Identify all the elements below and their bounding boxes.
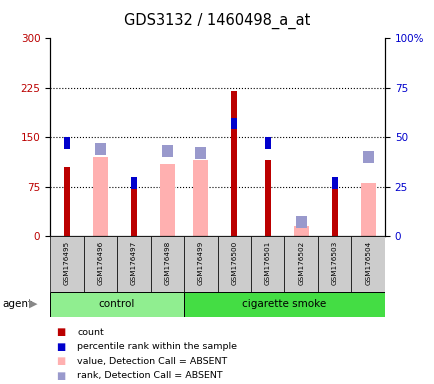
Bar [193,161,208,236]
Text: rank, Detection Call = ABSENT: rank, Detection Call = ABSENT [77,371,223,381]
Bar [95,143,105,155]
Bar [131,184,136,236]
Bar [150,236,184,292]
Bar [195,147,206,159]
Bar [83,236,117,292]
Bar [264,137,270,149]
Bar [362,151,373,163]
Text: GSM176503: GSM176503 [331,241,337,285]
Bar [231,118,237,129]
Bar [317,236,351,292]
Text: GSM176496: GSM176496 [97,241,103,285]
Text: GSM176499: GSM176499 [197,241,203,285]
Text: GSM176502: GSM176502 [298,241,303,285]
Text: agent: agent [2,299,32,309]
Text: ■: ■ [56,371,66,381]
Text: GDS3132 / 1460498_a_at: GDS3132 / 1460498_a_at [124,13,310,29]
Bar [92,157,108,236]
Text: control: control [99,299,135,310]
Bar [159,164,174,236]
Text: GSM176497: GSM176497 [131,241,136,285]
Text: ■: ■ [56,327,66,337]
Bar [351,236,384,292]
Text: percentile rank within the sample: percentile rank within the sample [77,342,237,351]
Text: GSM176501: GSM176501 [264,241,270,285]
Text: ■: ■ [56,342,66,352]
Text: GSM176495: GSM176495 [64,241,69,285]
Text: count: count [77,328,104,337]
Bar [284,236,317,292]
Bar [295,217,306,228]
Bar [231,91,237,236]
Bar [217,236,250,292]
Text: cigarette smoke: cigarette smoke [242,299,326,310]
Bar [161,145,172,157]
Text: ■: ■ [56,356,66,366]
Bar [184,292,384,317]
Bar [293,226,308,236]
Text: GSM176500: GSM176500 [231,241,237,285]
Bar [64,167,69,236]
Text: ▶: ▶ [29,299,38,309]
Bar [50,292,184,317]
Bar [360,184,375,236]
Bar [117,236,150,292]
Text: value, Detection Call = ABSENT: value, Detection Call = ABSENT [77,357,227,366]
Bar [331,187,337,236]
Bar [64,137,69,149]
Bar [331,177,337,189]
Bar [50,236,83,292]
Text: GSM176498: GSM176498 [164,241,170,285]
Bar [131,177,136,189]
Bar [264,161,270,236]
Text: GSM176504: GSM176504 [365,241,370,285]
Bar [250,236,284,292]
Bar [184,236,217,292]
